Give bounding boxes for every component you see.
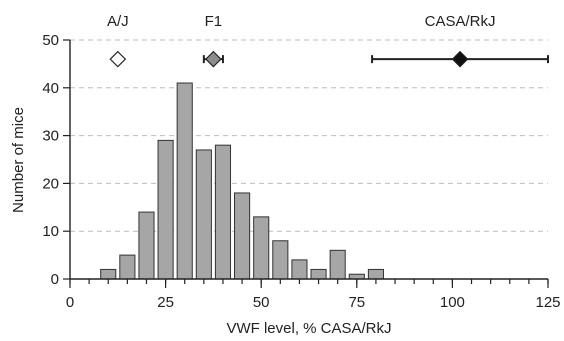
bar-30 [176,82,193,280]
x-tick-label-25: 25 [157,294,174,311]
bar-45 [234,192,251,280]
bar-20 [138,211,155,280]
strain-markers: A/J F1 CASA/RkJ [107,13,549,68]
bar-10 [100,268,117,280]
marker-f1 [205,50,222,68]
bar-40 [214,144,232,280]
y-tick-label-30: 30 [42,128,59,145]
x-tick-label-100: 100 [440,294,465,311]
axis-ticks: 0 25 50 75 100 125 0 10 20 30 40 50 [42,32,560,311]
strain-label-f1: F1 [205,13,223,30]
bar-75 [348,273,365,280]
marker-a-j [109,50,127,68]
bar-25 [157,139,174,280]
x-axis-title: VWF level, % CASA/RkJ [226,320,391,337]
y-tick-label-50: 50 [42,32,59,49]
y-tick-label-10: 10 [42,223,59,240]
x-tick-label-50: 50 [253,294,270,311]
gridlines [70,39,548,232]
axes [69,40,548,280]
strain-label-a-j: A/J [107,13,129,30]
bar-70 [329,249,346,280]
bar-35 [195,149,212,280]
y-tick-label-0: 0 [51,271,59,288]
bar-50 [253,216,270,280]
y-tick-label-40: 40 [42,80,59,97]
x-tick-label-75: 75 [348,294,365,311]
histogram-bars [100,82,384,280]
x-tick-label-0: 0 [66,294,74,311]
x-tick-label-125: 125 [535,294,560,311]
bar-15 [119,254,136,280]
bar-55 [272,240,289,280]
marker-casa-rkj [451,50,469,68]
strain-label-casa-rkj: CASA/RkJ [425,13,496,30]
bar-65 [310,268,327,280]
y-axis-title: Number of mice [10,107,27,213]
y-tick-label-20: 20 [42,175,59,192]
bar-60 [291,259,308,280]
bar-80 [367,268,384,280]
